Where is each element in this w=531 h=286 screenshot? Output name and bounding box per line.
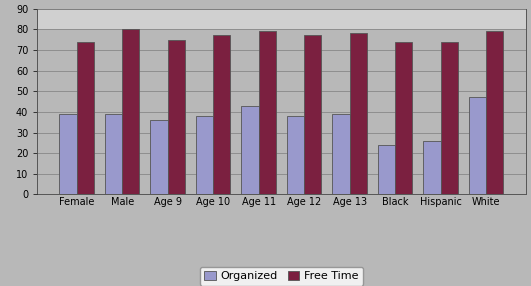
Legend: Organized, Free Time: Organized, Free Time [200, 267, 363, 286]
Bar [304, 35, 321, 194]
Bar [196, 116, 213, 194]
Bar [441, 42, 458, 194]
Bar [259, 31, 276, 194]
Bar [486, 31, 503, 194]
Bar [350, 33, 367, 194]
Bar [37, 9, 526, 29]
Bar [378, 145, 395, 194]
Bar [395, 42, 413, 194]
Bar [242, 106, 259, 194]
Bar [150, 120, 168, 194]
Bar [332, 114, 350, 194]
Bar [105, 114, 122, 194]
Bar [76, 42, 94, 194]
Bar [59, 114, 76, 194]
Bar [122, 29, 140, 194]
Bar [287, 116, 304, 194]
Bar [213, 35, 230, 194]
Bar [168, 39, 185, 194]
Bar [469, 98, 486, 194]
Bar [423, 141, 441, 194]
